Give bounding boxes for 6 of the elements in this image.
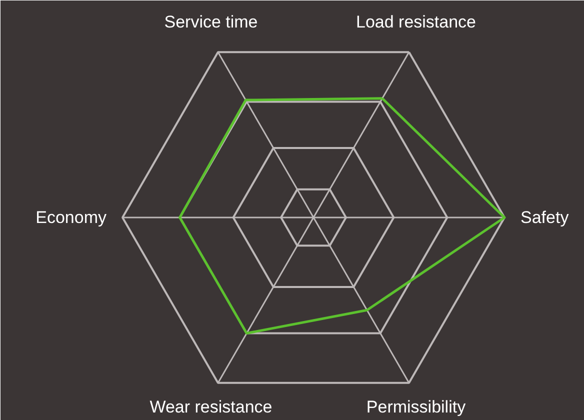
spoke-label: Wear resistance bbox=[150, 397, 272, 416]
spoke-label: Economy bbox=[36, 208, 107, 227]
spoke-label: Load resistance bbox=[356, 12, 476, 32]
spoke-label: Permissibility bbox=[366, 397, 466, 416]
spoke-label: Safety bbox=[520, 208, 570, 227]
spoke-label: Service time bbox=[164, 12, 258, 32]
